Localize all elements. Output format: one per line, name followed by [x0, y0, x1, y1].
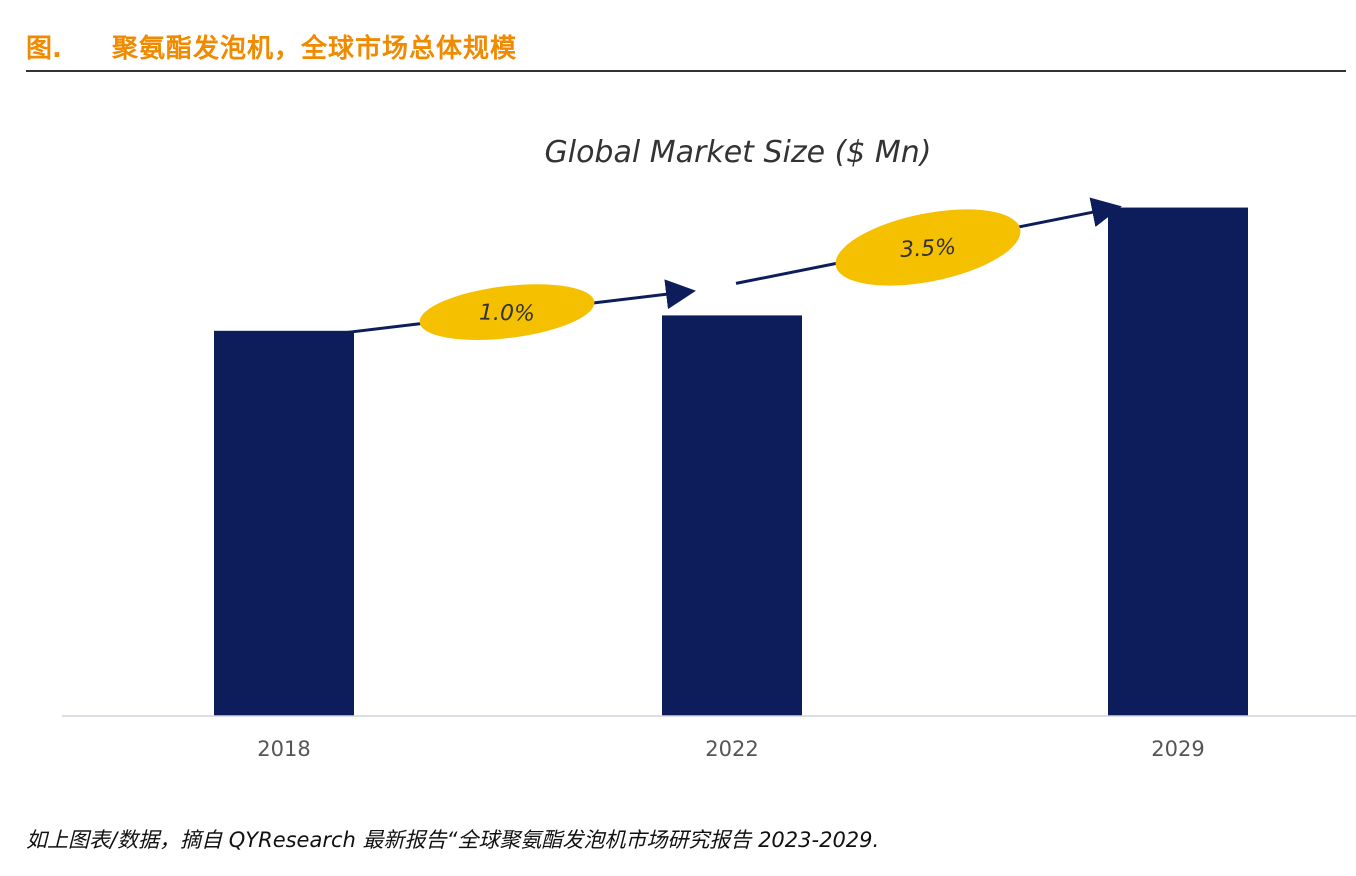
figure-header: 图. 聚氨酯发泡机，全球市场总体规模: [26, 22, 1346, 72]
source-note: 如上图表/数据，摘自 QYResearch 最新报告“全球聚氨酯发泡机市场研究报…: [26, 828, 880, 852]
chart-title: Global Market Size ($ Mn): [544, 135, 931, 170]
bar-2018: [214, 330, 354, 716]
bar-2029: [1108, 207, 1248, 717]
x-tick-label-2022: 2022: [705, 737, 758, 761]
x-tick-label-2018: 2018: [257, 737, 310, 761]
figure-title: 聚氨酯发泡机，全球市场总体规模: [112, 34, 518, 64]
growth-label-2022-2029: 3.5%: [899, 235, 956, 263]
growth-badge-2022-2029: [835, 209, 1021, 286]
figure-label: 图.: [26, 34, 62, 64]
bar-2022: [662, 315, 802, 716]
x-tick-label-2029: 2029: [1151, 737, 1204, 761]
growth-badge-2018-2022: [419, 284, 595, 340]
growth-label-2018-2022: 1.0%: [479, 301, 535, 327]
